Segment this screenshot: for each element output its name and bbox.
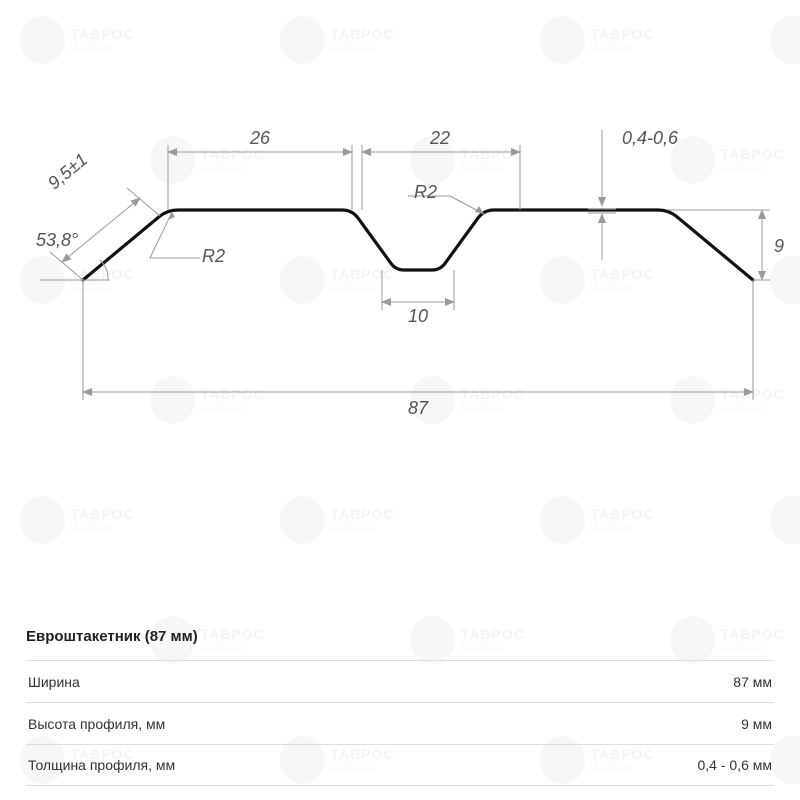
spec-value: 9 мм (741, 716, 772, 732)
dim-angle (40, 260, 110, 280)
label-87: 87 (408, 398, 428, 419)
label-thickness: 0,4-0,6 (622, 128, 678, 149)
dim-26 (168, 145, 352, 210)
spec-label: Ширина (28, 674, 80, 690)
watermark: ТАВРОСГРУППА КОМПАНИЙ (20, 490, 140, 550)
profile-outline (83, 210, 753, 280)
watermark: ТАВРОСГРУППА КОМПАНИЙ (770, 490, 800, 550)
spec-row: Толщина профиля, мм 0,4 - 0,6 мм (26, 744, 774, 786)
watermark: ТАВРОСГРУППА КОМПАНИЙ (770, 730, 800, 790)
spec-label: Толщина профиля, мм (28, 757, 175, 773)
technical-drawing: 26 22 0,4-0,6 9,5±1 53,8° R2 R2 10 9 87 (0, 0, 800, 480)
dim-thickness (588, 130, 616, 260)
dim-22 (362, 145, 520, 210)
spec-row: Ширина 87 мм (26, 660, 774, 702)
watermark: ТАВРОСГРУППА КОМПАНИЙ (540, 490, 660, 550)
spec-title: Евроштакетник (87 мм) (26, 628, 198, 645)
label-10: 10 (408, 306, 428, 327)
label-26: 26 (250, 128, 270, 149)
label-9: 9 (774, 236, 784, 257)
spec-value: 0,4 - 0,6 мм (697, 757, 772, 773)
watermark: ТАВРОСГРУППА КОМПАНИЙ (280, 490, 400, 550)
label-r2-mid: R2 (414, 182, 437, 203)
label-angle: 53,8° (36, 230, 78, 251)
spec-label: Высота профиля, мм (28, 716, 165, 732)
spec-value: 87 мм (733, 674, 772, 690)
spec-row: Высота профиля, мм 9 мм (26, 702, 774, 744)
drawing-svg (0, 0, 800, 480)
dim-10 (382, 270, 454, 310)
label-r2-left: R2 (202, 246, 225, 267)
label-22: 22 (430, 128, 450, 149)
dim-87 (83, 280, 753, 400)
